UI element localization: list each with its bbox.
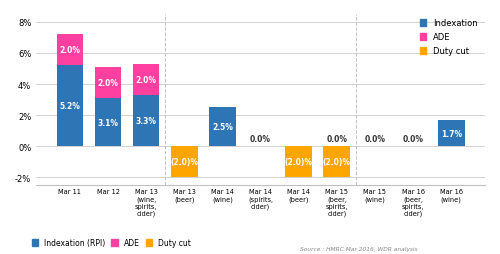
Legend: Indexation, ADE, Duty cut: Indexation, ADE, Duty cut [416, 16, 481, 59]
Text: Source : HMRC Mar 2016, WDR analysis: Source : HMRC Mar 2016, WDR analysis [300, 246, 418, 251]
Text: 0.0%: 0.0% [250, 135, 271, 144]
Bar [324, 147, 350, 178]
Text: 0.0%: 0.0% [364, 135, 386, 144]
Text: 3.3%: 3.3% [136, 117, 156, 126]
Bar [56, 35, 83, 66]
Text: 3.1%: 3.1% [98, 118, 118, 127]
Bar [209, 108, 236, 147]
Bar [94, 99, 122, 147]
Bar [56, 66, 83, 147]
Text: (2.0)%: (2.0)% [170, 158, 198, 167]
Text: 2.0%: 2.0% [60, 46, 80, 55]
Text: 0.0%: 0.0% [402, 135, 423, 144]
Text: 1.7%: 1.7% [440, 129, 462, 138]
Text: 0.0%: 0.0% [326, 135, 347, 144]
Bar [171, 147, 198, 178]
Legend: Indexation (RPI), ADE, Duty cut: Indexation (RPI), ADE, Duty cut [29, 235, 194, 250]
Text: 2.0%: 2.0% [98, 79, 118, 88]
Text: 2.0%: 2.0% [136, 76, 156, 85]
Text: (2.0)%: (2.0)% [323, 158, 351, 167]
Bar [133, 65, 160, 96]
Text: 5.2%: 5.2% [60, 102, 80, 111]
Text: 2.5%: 2.5% [212, 123, 233, 132]
Bar [94, 68, 122, 99]
Bar [133, 96, 160, 147]
Text: (2.0)%: (2.0)% [284, 158, 312, 167]
Bar [286, 147, 312, 178]
Bar [438, 120, 464, 147]
